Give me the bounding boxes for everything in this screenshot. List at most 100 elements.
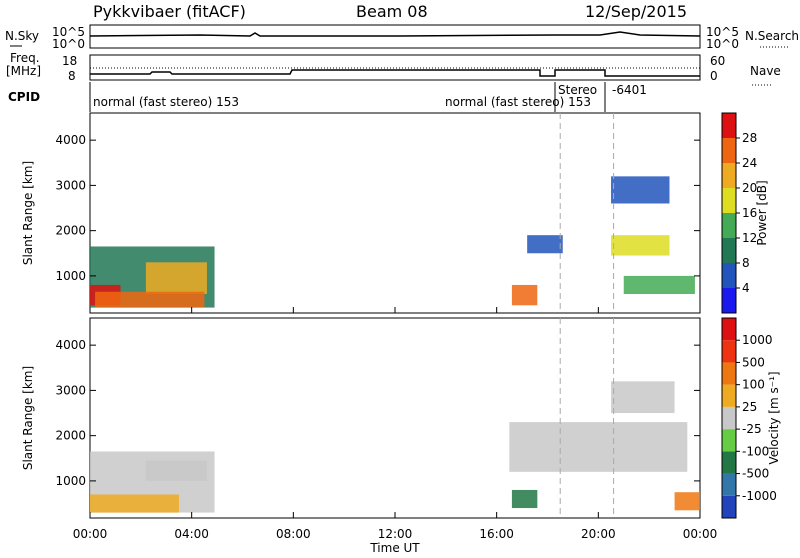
scatter-region <box>623 275 695 294</box>
colorbar-tick-label: 8 <box>742 256 750 270</box>
scatter-region <box>90 494 179 513</box>
colorbar-swatch <box>722 188 736 213</box>
colorbar-tick-label: 20 <box>742 181 757 195</box>
velocity-panel: 1000 2000 3000 4000 Slant Range [km] 1000 50… <box>21 317 781 519</box>
colorbar-swatch <box>722 318 736 341</box>
velocity-dashed-lines <box>559 318 615 518</box>
x-tick-label: 08:00 <box>276 527 311 541</box>
scatter-region <box>509 422 688 472</box>
x-tick-label: 12:00 <box>378 527 413 541</box>
velocity-y-label: Slant Range [km] <box>21 366 35 470</box>
nsearch-label: N.Search <box>745 29 799 43</box>
colorbar-tick-label: 12 <box>742 231 757 245</box>
scatter-region <box>527 235 563 254</box>
colorbar-swatch <box>722 384 736 407</box>
power-y-label: Slant Range [km] <box>21 161 35 265</box>
scatter-region <box>611 381 675 414</box>
y-tick-label: 2000 <box>55 224 86 238</box>
x-tick-label: 00:00 <box>683 527 718 541</box>
power-colorbar-label: Power [dB] <box>755 180 769 245</box>
x-tick-label: 00:00 <box>73 527 108 541</box>
nsearch-tick-top: 10^5 <box>706 25 739 39</box>
nave-label: Nave <box>750 64 781 78</box>
scatter-region <box>511 284 538 306</box>
x-tick-label: 16:00 <box>479 527 514 541</box>
colorbar-swatch <box>722 213 736 238</box>
scatter-region <box>145 460 207 481</box>
colorbar-swatch <box>722 263 736 288</box>
cpid-label: CPID <box>8 90 40 104</box>
colorbar-tick-label: 24 <box>742 156 757 170</box>
colorbar-swatch <box>722 495 736 518</box>
nsky-trace <box>89 31 701 37</box>
colorbar-swatch <box>722 451 736 474</box>
y-tick-label: 4000 <box>55 133 86 147</box>
power-dashed-lines <box>559 113 615 313</box>
colorbar-tick-label: 16 <box>742 206 757 220</box>
power-data-layer <box>90 176 695 308</box>
velocity-colorbar: 1000 500 100 25 -25 -100 -500 -1000 <box>721 317 777 519</box>
nsky-strip <box>89 24 701 49</box>
colorbar-swatch <box>722 362 736 385</box>
cpid-text-2: normal (fast stereo) 153 <box>445 95 591 109</box>
nave-tick-top: 60 <box>710 54 725 68</box>
colorbar-tick-label: 1000 <box>742 333 773 347</box>
y-tick-label: 4000 <box>55 338 86 352</box>
colorbar-swatch <box>722 406 736 430</box>
colorbar-frame <box>721 317 737 519</box>
colorbar-swatch <box>722 138 736 163</box>
cpid-text-4: -6401 <box>612 83 647 97</box>
colorbar-tick-label: -1000 <box>742 489 777 503</box>
colorbar-swatch <box>722 113 736 138</box>
time-axis-label: Time UT <box>369 541 420 554</box>
nsky-tick-top: 10^5 <box>52 25 85 39</box>
power-panel: 1000 2000 3000 4000 Slant Range [km] 4 8 12 16… <box>21 112 769 314</box>
velocity-colorbar-label: Velocity [m s⁻¹] <box>767 371 781 464</box>
velocity-data-layer <box>90 381 700 513</box>
colorbar-tick-label: 4 <box>742 281 750 295</box>
cpid-text-3: Stereo <box>558 83 597 97</box>
scatter-region <box>611 235 670 256</box>
colorbar-tick-label: 25 <box>742 400 757 414</box>
colorbar-tick-label: 100 <box>742 378 765 392</box>
nsearch-tick-bottom: 10^0 <box>706 37 739 51</box>
y-tick-label: 1000 <box>55 269 86 283</box>
time-axis: 00:00 04:00 08:00 12:00 16:00 20:00 00:00 <box>73 307 718 541</box>
colorbar-tick-label: -100 <box>742 444 769 458</box>
scatter-region <box>511 489 538 509</box>
y-tick-label: 2000 <box>55 429 86 443</box>
date-title: 12/Sep/2015 <box>585 2 687 21</box>
colorbar-swatch <box>722 340 736 363</box>
colorbar-tick-label: -25 <box>742 422 762 436</box>
colorbar-tick-label: 500 <box>742 355 765 369</box>
beam-title: Beam 08 <box>356 2 428 21</box>
y-tick-label: 3000 <box>55 383 86 397</box>
colorbar-swatch <box>722 163 736 188</box>
freq-trace <box>90 69 700 77</box>
nsky-tick-bottom: 10^0 <box>52 37 85 51</box>
nave-tick-bottom: 0 <box>710 69 718 83</box>
scatter-region <box>674 492 700 511</box>
scatter-region <box>145 262 207 294</box>
power-colorbar: 4 8 12 16 20 24 28 <box>721 112 757 314</box>
x-tick-label: 04:00 <box>174 527 209 541</box>
scatter-region <box>95 291 205 308</box>
colorbar-tick-label: -500 <box>742 467 769 481</box>
freq-label-2: [MHz] <box>6 64 41 78</box>
colorbar-swatch <box>722 238 736 263</box>
freq-tick-bottom: 8 <box>68 69 76 83</box>
y-tick-label: 1000 <box>55 474 86 488</box>
nsky-label: N.Sky <box>5 29 39 43</box>
freq-tick-top: 18 <box>62 54 77 68</box>
cpid-text-1: normal (fast stereo) 153 <box>93 95 239 109</box>
y-tick-label: 3000 <box>55 178 86 192</box>
velocity-y-axis: 1000 2000 3000 4000 <box>55 338 700 488</box>
x-tick-label: 20:00 <box>581 527 616 541</box>
station-title: Pykkvibaer (fitACF) <box>93 2 246 21</box>
colorbar-tick-label: 28 <box>742 131 757 145</box>
freq-label-1: Freq. <box>10 51 40 65</box>
power-y-axis: 1000 2000 3000 4000 <box>55 133 700 283</box>
colorbar-swatch <box>722 288 736 313</box>
colorbar-swatch <box>722 473 736 496</box>
